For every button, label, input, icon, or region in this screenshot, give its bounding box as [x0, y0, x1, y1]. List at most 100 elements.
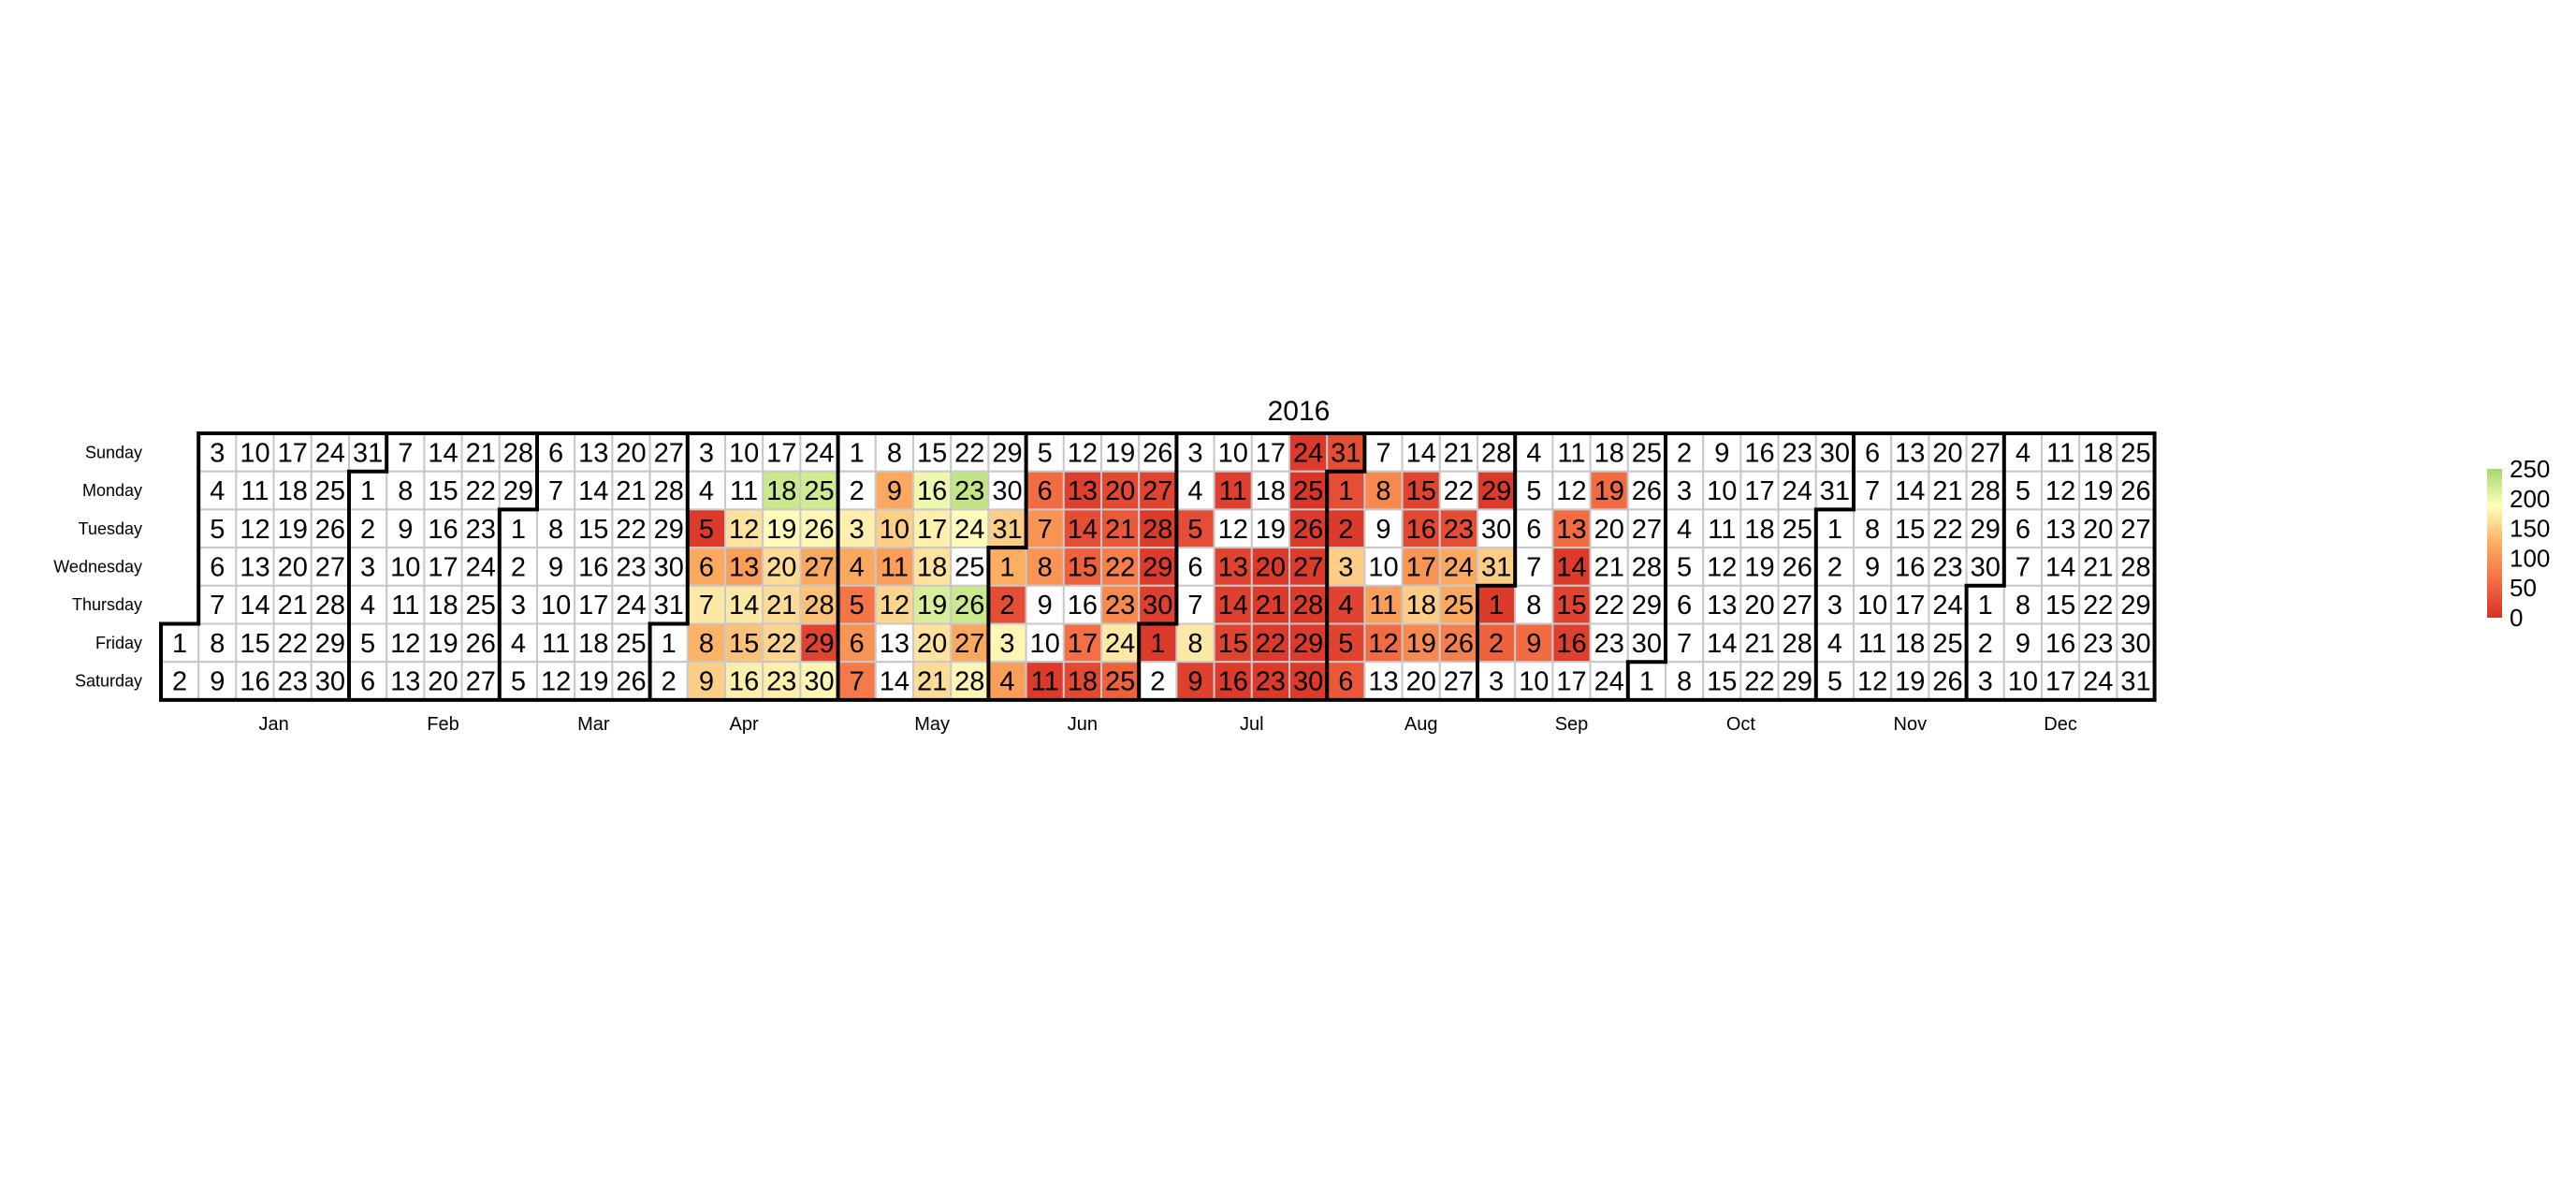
day-cell: 9: [686, 661, 726, 701]
day-number: 9: [1865, 552, 1880, 582]
day-cell-fill: [310, 547, 350, 587]
day-cell: 30: [799, 661, 839, 701]
day-cell-fill: [348, 661, 388, 701]
day-number: 5: [1827, 667, 1842, 697]
day-cell: 9: [536, 547, 576, 587]
day-cell: 21: [1250, 584, 1291, 625]
day-cell: 17: [574, 584, 614, 625]
day-number: 20: [1594, 515, 1624, 545]
day-number: 28: [1783, 629, 1812, 659]
day-number: 5: [1677, 552, 1692, 582]
day-cell: 16: [724, 661, 764, 701]
day-number: 22: [278, 629, 308, 659]
day-cell-fill: [1626, 661, 1667, 701]
month-label-nov: Nov: [1894, 714, 1928, 735]
day-cell: 7: [837, 661, 877, 701]
day-cell: 10: [1025, 622, 1065, 664]
day-number: 3: [999, 629, 1014, 659]
day-cell-fill: [837, 584, 877, 625]
day-cell: 23: [1928, 547, 1968, 587]
day-number: 3: [1827, 591, 1842, 621]
day-cell: 27: [2116, 508, 2156, 549]
day-cell: 14: [2041, 547, 2081, 587]
day-number: 5: [2016, 476, 2030, 506]
day-number: 7: [210, 591, 225, 621]
day-number: 15: [1218, 629, 1248, 659]
day-number: 13: [240, 552, 269, 582]
day-cell: 23: [1777, 432, 1817, 473]
day-cell-fill: [1890, 584, 1930, 625]
month-label-jun: Jun: [1068, 714, 1098, 735]
day-number: 29: [1293, 629, 1323, 659]
day-number: 16: [1556, 629, 1586, 659]
day-number: 11: [2046, 438, 2074, 468]
day-number: 22: [766, 629, 796, 659]
day-number: 17: [1556, 667, 1586, 697]
day-cell-fill: [1363, 622, 1404, 664]
day-cell: 15: [1062, 547, 1103, 587]
day-cell: 6: [2002, 508, 2044, 549]
day-number: 29: [1142, 552, 1172, 582]
day-cell: 11: [1213, 470, 1253, 511]
day-number: 3: [360, 552, 375, 582]
day-number: 30: [1293, 667, 1323, 697]
day-number: 15: [1895, 515, 1925, 545]
day-cell: 9: [1853, 547, 1893, 587]
day-number: 29: [992, 438, 1022, 468]
day-number: 19: [2083, 476, 2113, 506]
day-cell: 10: [386, 547, 426, 587]
day-number: 21: [1744, 629, 1774, 659]
day-number: 31: [1481, 552, 1511, 582]
day-number: 22: [1594, 591, 1624, 621]
day-number: 29: [1971, 515, 2001, 545]
day-cell-fill: [1965, 470, 2005, 511]
day-number: 17: [917, 515, 947, 545]
day-number: 18: [428, 591, 458, 621]
day-cell: 10: [1213, 432, 1253, 473]
day-number: 23: [278, 667, 308, 697]
day-cell: 24: [1777, 470, 1817, 511]
day-cell: 2: [1665, 432, 1705, 473]
day-cell: 27: [1288, 547, 1329, 587]
day-number: 13: [1895, 438, 1925, 468]
day-number: 4: [1338, 591, 1353, 621]
day-number: 10: [1368, 552, 1398, 582]
day-number: 30: [654, 552, 684, 582]
day-number: 4: [699, 476, 714, 506]
day-cell: 1: [1814, 508, 1856, 549]
day-cell-fill: [1175, 508, 1215, 549]
day-cell: 8: [1363, 470, 1404, 511]
day-cell-fill: [1777, 508, 1817, 549]
day-cell: 30: [1965, 547, 2005, 587]
day-number: 8: [2016, 591, 2030, 621]
day-number: 27: [654, 438, 684, 468]
day-number: 10: [1519, 667, 1549, 697]
day-number: 2: [662, 667, 677, 697]
day-cell: 9: [386, 508, 426, 549]
day-cell: 5: [348, 622, 388, 664]
day-cell: 25: [310, 470, 350, 511]
day-number: 11: [730, 476, 758, 506]
weekday-label-sunday: Sunday: [85, 443, 142, 461]
day-cell: 30: [1814, 432, 1856, 473]
day-cell-fill: [837, 661, 877, 701]
day-cell: 19: [1890, 661, 1930, 701]
day-number: 9: [1375, 515, 1390, 545]
day-cell: 25: [799, 470, 839, 511]
day-cell: 15: [1890, 508, 1930, 549]
day-number: 8: [210, 629, 225, 659]
day-number: 20: [2083, 515, 2113, 545]
day-number: 3: [850, 515, 865, 545]
day-cell: 20: [1401, 661, 1441, 701]
day-number: 29: [2120, 591, 2150, 621]
day-number: 18: [766, 476, 796, 506]
day-cell: 7: [386, 432, 426, 473]
day-cell: 19: [912, 584, 953, 625]
day-number: 2: [1677, 438, 1692, 468]
day-cell: 12: [874, 584, 914, 625]
day-cell: 16: [2041, 622, 2081, 664]
day-cell-fill: [611, 470, 651, 511]
day-cell-fill: [1477, 622, 1517, 664]
day-cell: 22: [272, 622, 313, 664]
day-cell: 28: [1288, 584, 1329, 625]
